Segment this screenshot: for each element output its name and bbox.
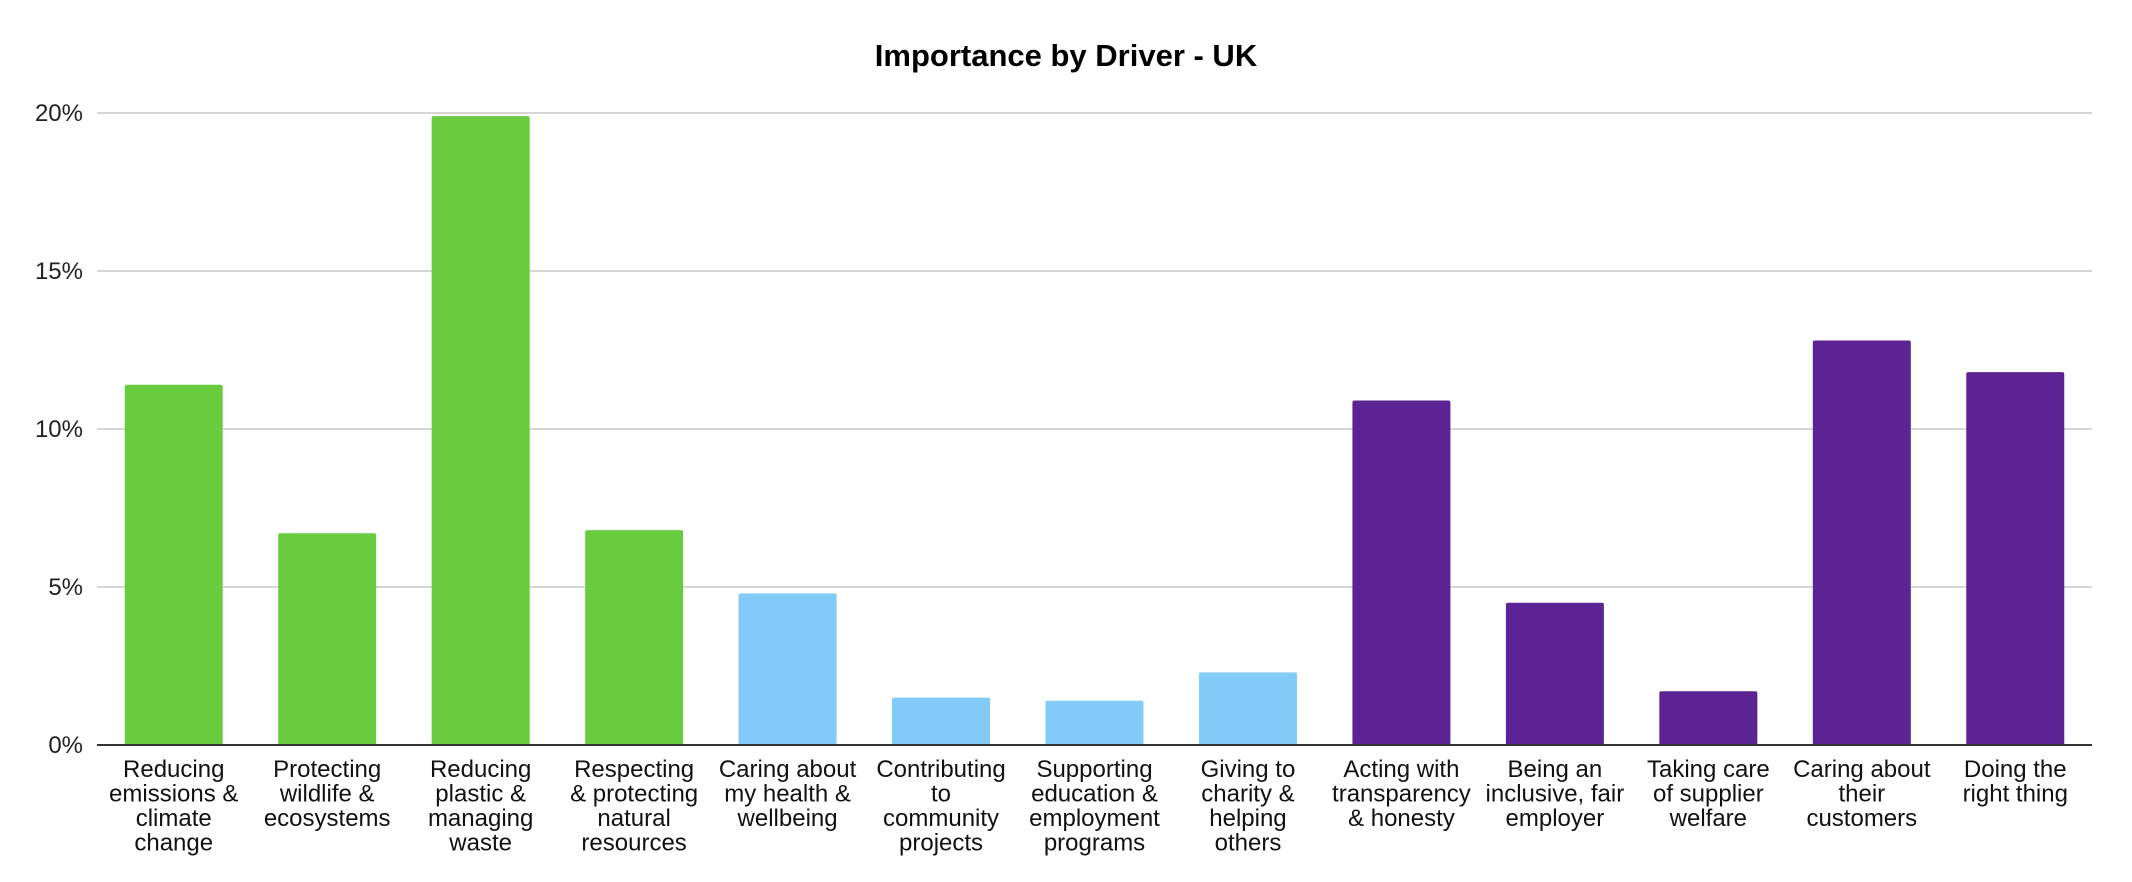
bar: [124, 384, 223, 745]
x-category-label: Respecting & protecting natural resources: [570, 756, 698, 857]
x-category-label: Being an inclusive, fair employer: [1486, 756, 1625, 832]
bar: [1659, 691, 1758, 745]
y-axis-tick-labels: 0% 5% 10% 15% 20%: [35, 100, 83, 759]
x-category-label: Taking care of supplier welfare: [1647, 756, 1770, 832]
bars: [124, 116, 2065, 745]
y-tick-label: 10%: [35, 416, 83, 443]
bar: [738, 593, 837, 745]
x-category-label: Doing the right thing: [1963, 756, 2068, 808]
bar: [892, 697, 991, 745]
x-category-label: Supporting education & employment programs: [1029, 756, 1160, 857]
y-tick-label: 20%: [35, 100, 83, 127]
x-category-label: Protecting wildlife & ecosystems: [264, 756, 391, 832]
x-category-label: Giving to charity & helping others: [1201, 756, 1296, 857]
bar: [1352, 400, 1451, 745]
y-tick-label: 0%: [48, 732, 83, 759]
bar: [1198, 672, 1297, 745]
x-category-label: Caring about my health & wellbeing: [719, 756, 857, 832]
x-category-label: Reducing plastic & managing waste: [428, 756, 533, 857]
chart-title: Importance by Driver - UK: [874, 38, 1258, 73]
bar: [1505, 602, 1604, 745]
x-category-label: Reducing emissions & climate change: [109, 756, 238, 857]
bar: [1045, 700, 1144, 745]
x-category-label: Contributing to community projects: [876, 756, 1005, 857]
x-category-label: Acting with transparency & honesty: [1332, 756, 1471, 832]
y-tick-label: 15%: [35, 258, 83, 285]
bar: [585, 530, 684, 745]
bar: [1812, 340, 1911, 745]
x-axis-category-labels: Reducing emissions & climate change Protecti…: [109, 756, 2068, 857]
bar: [431, 116, 530, 745]
x-category-label: Caring about their customers: [1793, 756, 1931, 832]
gridlines: [97, 112, 2092, 588]
y-tick-label: 5%: [48, 574, 83, 601]
bar: [1966, 372, 2065, 745]
bar: [278, 533, 377, 745]
